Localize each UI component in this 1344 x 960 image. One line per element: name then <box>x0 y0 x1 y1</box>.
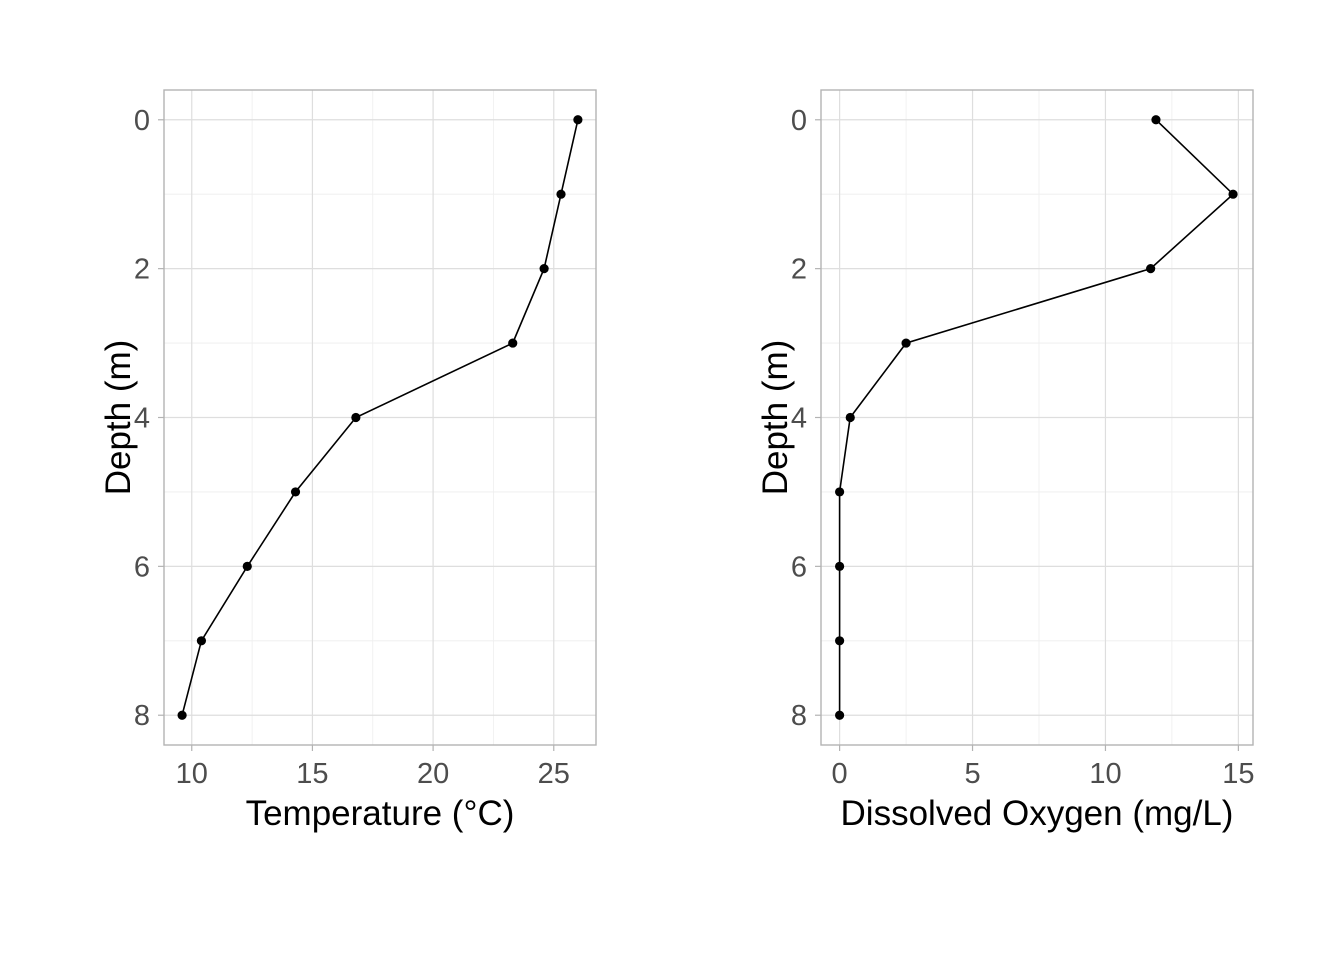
temperature-data-point <box>573 115 583 125</box>
oxygen-x-axis-title: Dissolved Oxygen (mg/L) <box>841 794 1234 833</box>
y-tick-label: 8 <box>791 700 807 732</box>
y-tick-label: 2 <box>791 254 807 286</box>
temperature-data-point <box>351 412 361 423</box>
oxygen-data-point <box>835 487 845 497</box>
oxygen-data-point <box>901 338 911 348</box>
y-tick-label: 6 <box>791 551 807 583</box>
x-tick-label: 10 <box>1089 758 1121 790</box>
oxygen-data-point <box>845 412 855 423</box>
y-tick-label: 0 <box>134 105 150 137</box>
oxygen-data-point <box>835 561 845 571</box>
temperature-data-point <box>290 487 301 497</box>
x-tick-label: 10 <box>176 758 208 790</box>
temperature-data-point <box>556 189 566 199</box>
temperature-data-point <box>196 636 207 646</box>
y-tick-label: 4 <box>134 403 150 435</box>
dissolved-oxygen-panel: 0 5 10 15 0 2 4 6 8 Dissolved Oxygen (mg/L) Depth … <box>756 89 1255 833</box>
x-tick-label: 15 <box>296 758 328 790</box>
y-tick-label: 0 <box>791 105 807 137</box>
x-tick-label: 5 <box>964 758 980 790</box>
x-tick-label: 25 <box>538 758 570 790</box>
x-tick-label: 0 <box>832 758 848 790</box>
temperature-data-point <box>539 264 549 274</box>
temperature-panel: 10 15 20 25 0 2 4 6 8 Temperature (°C) Depth (m) <box>99 89 597 833</box>
oxygen-data-point <box>835 636 845 646</box>
temperature-y-axis-title: Depth (m) <box>99 340 138 496</box>
oxygen-data-point <box>1228 189 1238 199</box>
temperature-x-axis-title: Temperature (°C) <box>246 794 515 833</box>
temperature-data-point <box>508 338 518 348</box>
y-tick-label: 2 <box>134 254 150 286</box>
temperature-data-point <box>242 561 252 571</box>
temperature-data-point <box>177 710 187 720</box>
x-tick-label: 20 <box>417 758 449 790</box>
y-tick-label: 8 <box>134 700 150 732</box>
oxygen-data-point <box>835 710 845 720</box>
oxygen-data-point <box>1151 115 1161 125</box>
y-tick-label: 6 <box>134 551 150 583</box>
x-tick-label: 15 <box>1222 758 1254 790</box>
y-tick-label: 4 <box>791 403 807 435</box>
oxygen-data-point <box>1146 264 1156 274</box>
oxygen-y-axis-title: Depth (m) <box>756 340 795 496</box>
